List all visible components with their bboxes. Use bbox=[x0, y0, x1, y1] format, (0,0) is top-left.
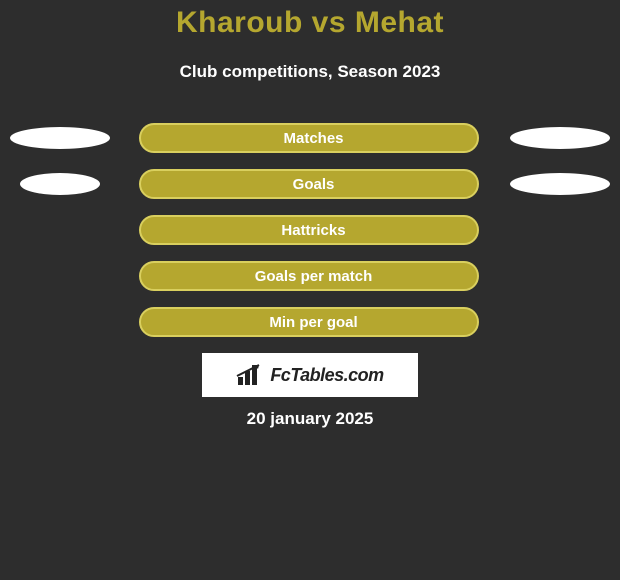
stat-bar-label: Hattricks bbox=[281, 222, 345, 239]
stat-row: Goals per match bbox=[0, 261, 620, 291]
stat-bar-label: Goals bbox=[293, 176, 335, 193]
logo-box: FcTables.com bbox=[202, 353, 418, 397]
page-title: Kharoub vs Mehat bbox=[0, 6, 620, 40]
date-line: 20 january 2025 bbox=[0, 409, 620, 429]
stats-comparison-canvas: Kharoub vs Mehat Club competitions, Seas… bbox=[0, 0, 620, 580]
stat-bar: Min per goal bbox=[139, 307, 479, 337]
stat-bar-label: Min per goal bbox=[269, 314, 357, 331]
right-value-pill bbox=[510, 127, 610, 149]
stat-row: Goals bbox=[0, 169, 620, 199]
stat-row: Min per goal bbox=[0, 307, 620, 337]
stat-bar: Hattricks bbox=[139, 215, 479, 245]
right-value-pill bbox=[510, 173, 610, 195]
bars-icon bbox=[236, 363, 264, 387]
stat-bar: Goals per match bbox=[139, 261, 479, 291]
stat-bar: Goals bbox=[139, 169, 479, 199]
stat-bar-label: Goals per match bbox=[255, 268, 373, 285]
stat-row: Matches bbox=[0, 123, 620, 153]
stat-bar-label: Matches bbox=[283, 130, 343, 147]
logo-text: FcTables.com bbox=[270, 365, 383, 386]
page-subtitle: Club competitions, Season 2023 bbox=[0, 62, 620, 82]
left-value-pill bbox=[10, 127, 110, 149]
stat-bar: Matches bbox=[139, 123, 479, 153]
stat-row: Hattricks bbox=[0, 215, 620, 245]
left-value-pill bbox=[20, 173, 100, 195]
